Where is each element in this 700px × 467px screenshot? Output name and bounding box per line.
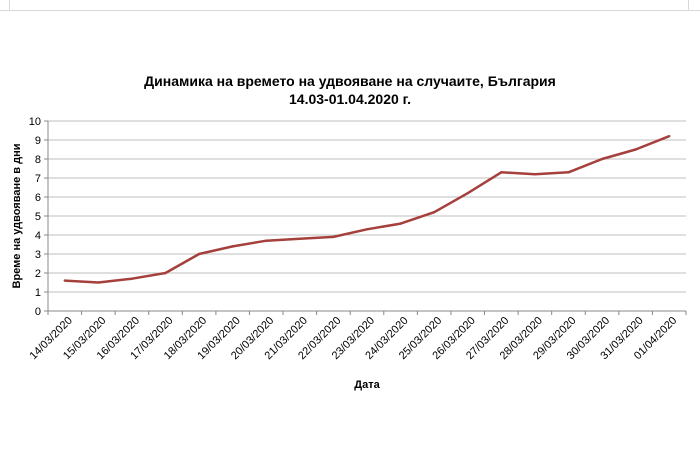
data-point <box>265 239 268 242</box>
y-axis-label: Време на удвояване в дни <box>11 144 23 289</box>
data-point <box>164 271 167 275</box>
y-tick-label: 1 <box>35 287 41 299</box>
y-tick-label: 0 <box>35 306 41 318</box>
data-point <box>97 281 100 284</box>
data-point <box>668 135 671 138</box>
data-point <box>298 237 302 240</box>
data-point <box>600 157 604 161</box>
y-tick-label: 4 <box>35 230 41 242</box>
y-tick-labels: 0 1 2 3 4 5 6 7 8 9 10 <box>29 116 48 318</box>
y-tick-label: 5 <box>35 211 41 223</box>
chart-subtitle: 14.03-01.04.2020 г. <box>289 91 411 107</box>
data-point <box>533 173 537 176</box>
y-tick-label: 2 <box>35 268 41 280</box>
data-point <box>567 171 570 174</box>
data-point <box>634 148 637 151</box>
y-tick-label: 9 <box>35 135 41 147</box>
data-point <box>231 245 234 248</box>
data-point <box>432 211 436 214</box>
x-axis-label: Дата <box>354 379 380 391</box>
y-tick-label: 7 <box>35 173 41 185</box>
data-point <box>500 171 503 174</box>
data-point <box>130 277 134 280</box>
chart-title: Динамика на времето на удвояване на случ… <box>144 73 556 89</box>
chart-title-block: Динамика на времето на удвояване на случ… <box>0 72 700 108</box>
y-tick-label: 10 <box>29 116 41 128</box>
data-point <box>399 222 402 225</box>
window-top-strip <box>0 0 700 11</box>
data-point <box>63 279 66 282</box>
y-tick-label: 8 <box>35 154 41 166</box>
data-point <box>365 228 369 231</box>
data-point <box>197 252 201 256</box>
window-divider-left <box>9 0 10 10</box>
data-point <box>332 235 335 239</box>
y-tick-label: 6 <box>35 192 41 204</box>
data-point <box>466 192 469 195</box>
x-tick-labels: 14/03/202015/03/202016/03/202017/03/2020… <box>27 311 687 362</box>
series-line <box>64 135 670 284</box>
window-divider-right <box>688 0 689 10</box>
y-tick-label: 3 <box>35 249 41 261</box>
series-doubling-time <box>63 135 671 284</box>
gridlines <box>48 120 686 293</box>
